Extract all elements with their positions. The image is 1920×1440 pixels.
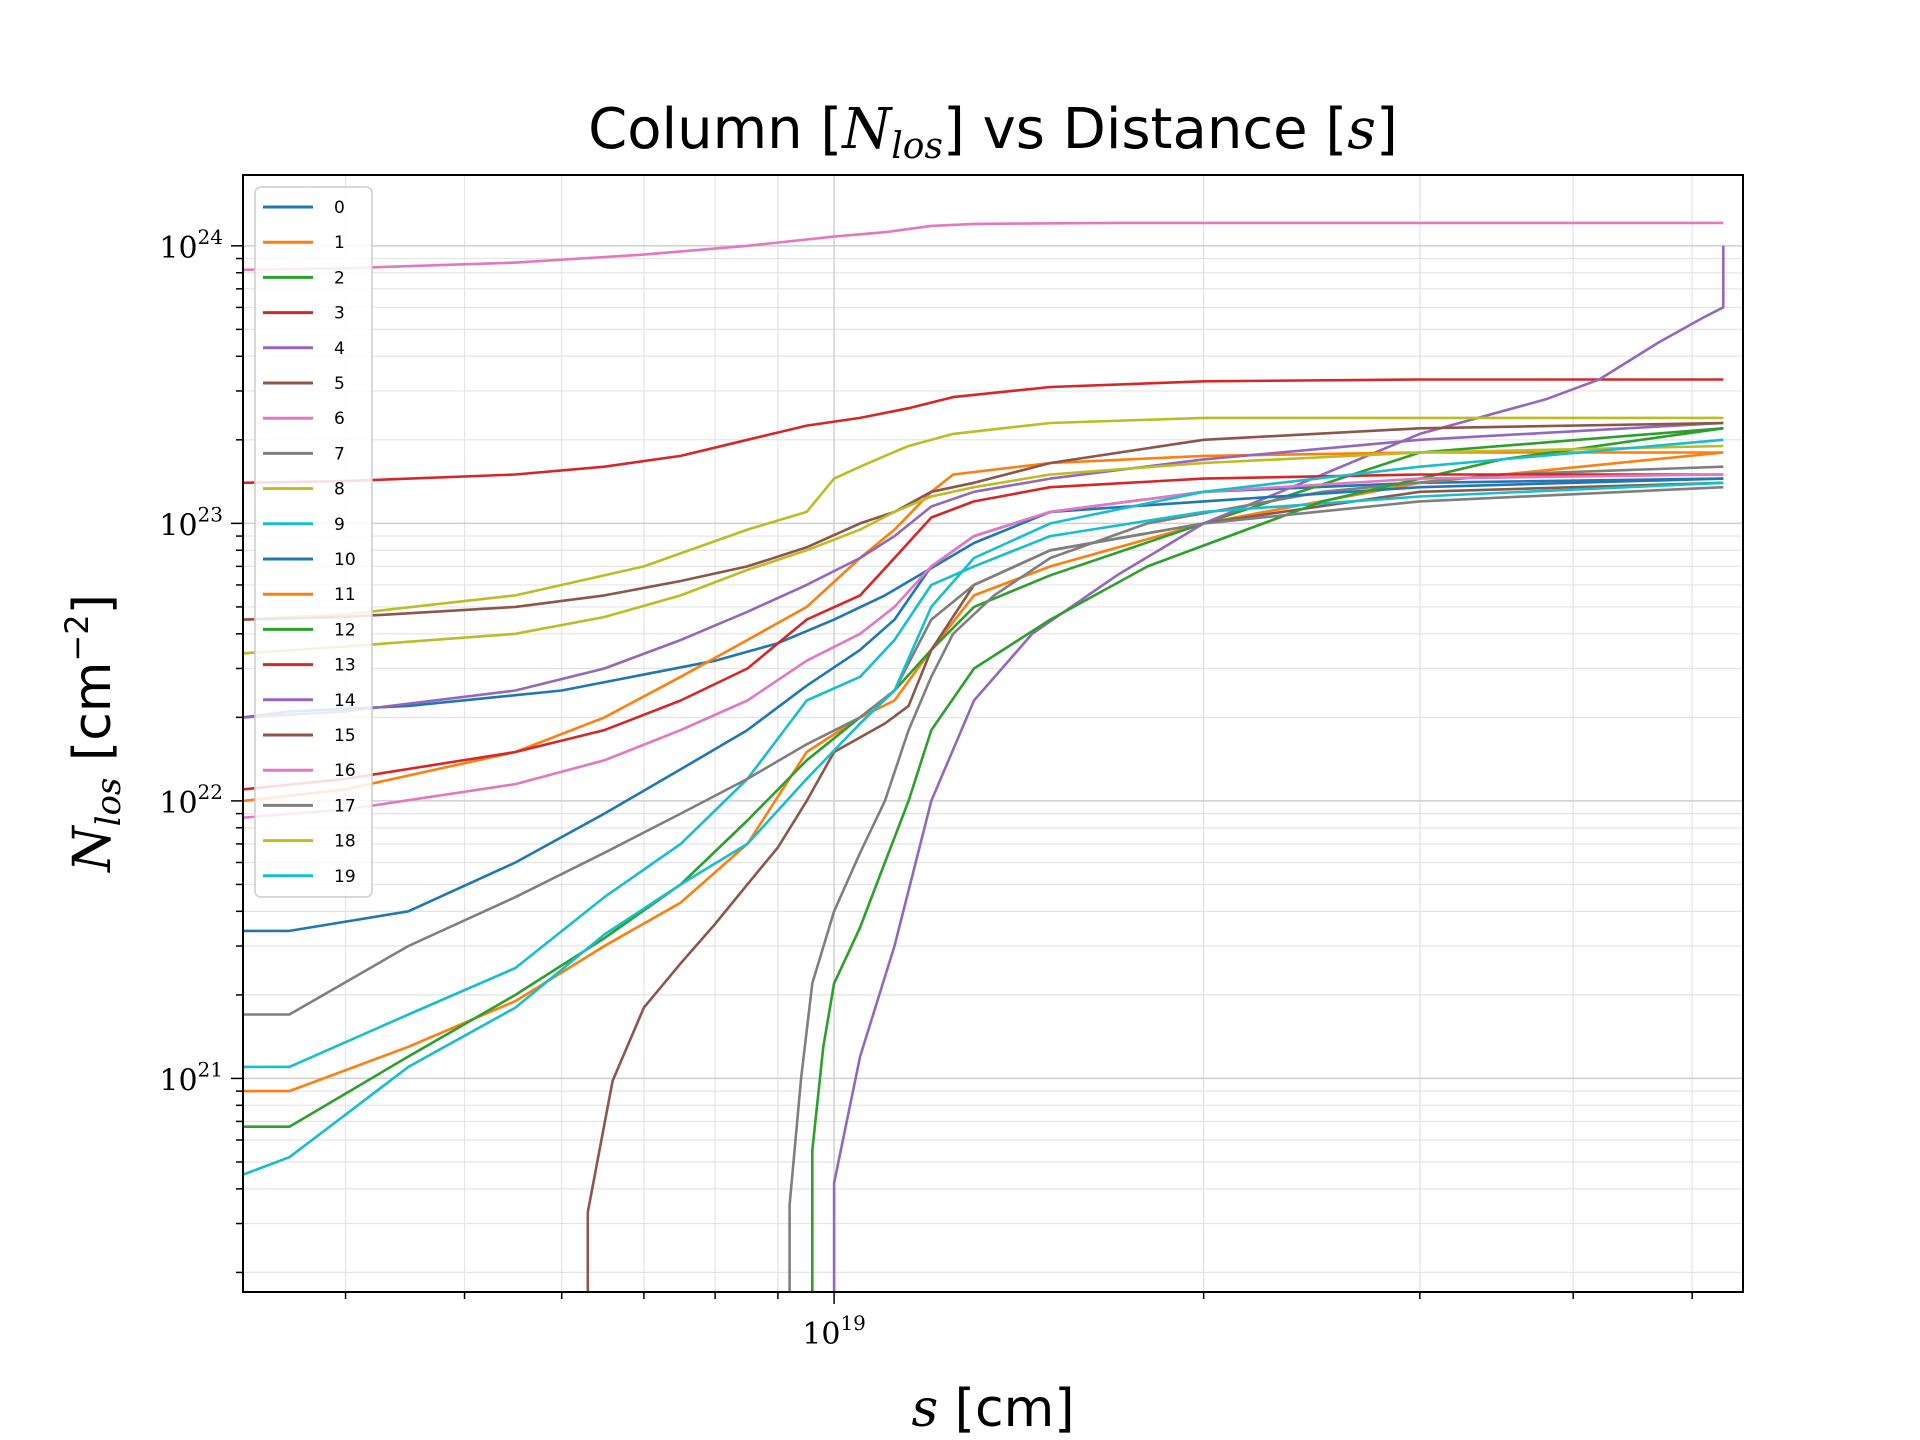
axis-ticks — [231, 245, 1693, 1304]
series-line-13 — [243, 473, 1724, 791]
legend-label-2: 2 — [334, 268, 345, 288]
series-line-4 — [832, 245, 1725, 1292]
legend-label-19: 19 — [334, 867, 356, 887]
legend-label-18: 18 — [334, 832, 356, 852]
series-line-5 — [586, 481, 1724, 1292]
series-line-7 — [788, 465, 1724, 1292]
series-line-15 — [243, 421, 1724, 621]
legend-frame — [254, 186, 373, 898]
legend-label-10: 10 — [334, 550, 356, 570]
legend-label-6: 6 — [334, 409, 345, 429]
y-tick-label: 1024 — [159, 225, 223, 266]
x-axis-label: s [cm] — [911, 1379, 1074, 1439]
legend-label-3: 3 — [334, 304, 345, 324]
legend-label-17: 17 — [334, 796, 356, 816]
legend-label-1: 1 — [334, 233, 345, 253]
x-tick-label: 1019 — [802, 1311, 866, 1352]
series-line-6 — [243, 221, 1724, 272]
series-line-9 — [243, 481, 1724, 1069]
legend-label-8: 8 — [334, 480, 345, 500]
series-line-17 — [243, 485, 1724, 1016]
legend-label-14: 14 — [334, 691, 356, 711]
series-line-19 — [243, 438, 1724, 1176]
series-group — [243, 221, 1725, 1292]
y-tick-label: 1021 — [159, 1057, 223, 1098]
series-line-18 — [243, 444, 1724, 655]
legend-label-15: 15 — [334, 726, 356, 746]
y-axis-label: Nlos [cm−2] — [58, 594, 129, 874]
series-line-12 — [810, 427, 1724, 1292]
legend-label-13: 13 — [334, 656, 356, 676]
legend-label-16: 16 — [334, 761, 356, 781]
legend-label-11: 11 — [334, 585, 356, 605]
legend-label-4: 4 — [334, 339, 345, 359]
chart-title: Column [Nlos] vs Distance [s] — [588, 97, 1398, 167]
series-line-1 — [243, 451, 1724, 1093]
series-line-16 — [243, 473, 1724, 819]
series-line-2 — [243, 427, 1724, 1128]
y-tick-label: 1022 — [159, 780, 223, 821]
legend-label-9: 9 — [334, 515, 345, 535]
legend-label-0: 0 — [334, 198, 345, 218]
series-line-8 — [243, 416, 1724, 621]
plot-frame — [242, 174, 1744, 1293]
legend-label-7: 7 — [334, 444, 345, 464]
series-line-3 — [243, 378, 1724, 485]
y-tick-label: 1023 — [159, 502, 223, 543]
grid-major — [243, 175, 1743, 1292]
legend-label-12: 12 — [334, 620, 356, 640]
legend-label-5: 5 — [334, 374, 345, 394]
grid-minor — [243, 175, 1743, 1292]
